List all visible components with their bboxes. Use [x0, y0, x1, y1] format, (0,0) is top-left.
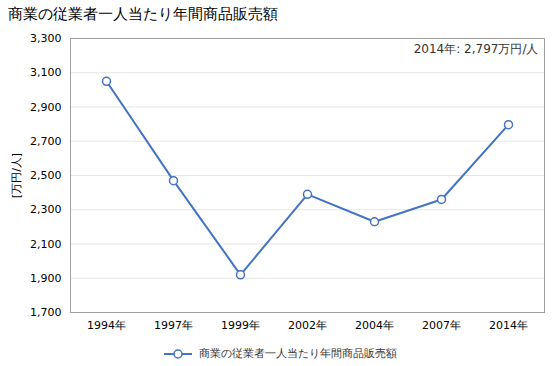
svg-text:2,100: 2,100 [30, 238, 62, 251]
svg-text:2,700: 2,700 [30, 135, 62, 148]
svg-text:[万円/人]: [万円/人] [10, 153, 23, 198]
svg-text:3,300: 3,300 [30, 32, 62, 45]
svg-text:2014年: 2014年 [489, 319, 528, 332]
html-text:商業の従業者一人当たり年間商品販売額: 商業の従業者一人当たり年間商品販売額 [199, 347, 397, 360]
svg-text:1994年: 1994年 [87, 319, 126, 332]
svg-text:1,900: 1,900 [30, 272, 62, 285]
svg-text:2,300: 2,300 [30, 203, 62, 216]
svg-text:2,500: 2,500 [30, 169, 62, 182]
svg-text:2,900: 2,900 [30, 101, 62, 114]
svg-text:2014年: 2,797万円/人: 2014年: 2,797万円/人 [414, 42, 539, 56]
svg-text:2002年: 2002年 [288, 319, 327, 332]
svg-text:1999年: 1999年 [221, 319, 260, 332]
html-text:商業の従業者一人当たり年間商品販売額: 商業の従業者一人当たり年間商品販売額 [8, 5, 278, 23]
svg-text:2007年: 2007年 [422, 319, 461, 332]
svg-text:3,100: 3,100 [30, 66, 62, 79]
svg-text:1,700: 1,700 [30, 306, 62, 319]
svg-text:1997年: 1997年 [154, 319, 193, 332]
svg-text:2004年: 2004年 [355, 319, 394, 332]
